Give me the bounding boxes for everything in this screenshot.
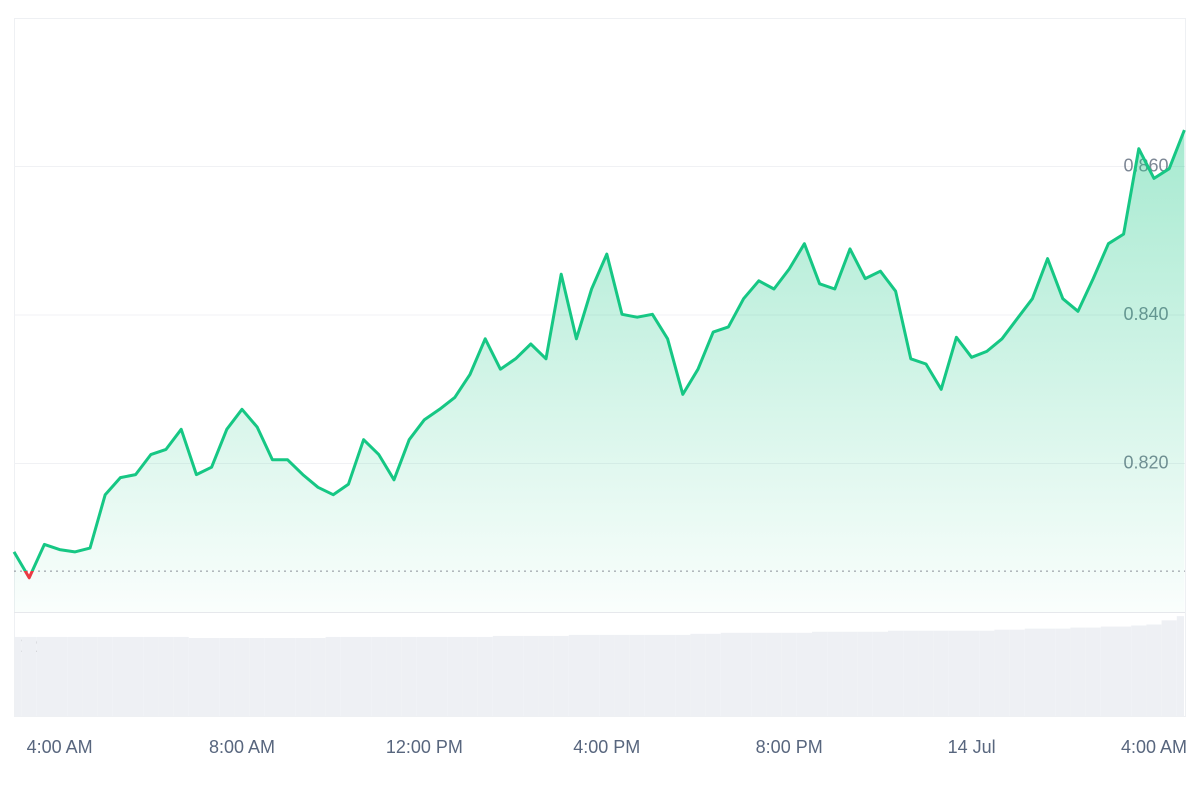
volume-bar — [82, 636, 98, 716]
volume-bar — [447, 636, 463, 716]
volume-bar — [462, 636, 478, 716]
volume-bar — [128, 636, 144, 716]
volume-bar — [1131, 625, 1147, 716]
volume-bar — [1085, 627, 1101, 716]
volume-bar — [538, 635, 554, 716]
volume-bar — [416, 636, 432, 716]
volume-bar — [751, 632, 767, 716]
volume-bar — [553, 635, 569, 716]
volume-bar — [933, 630, 949, 716]
volume-bar — [1116, 626, 1132, 716]
volume-bar — [964, 630, 980, 716]
volume-bar — [264, 638, 280, 716]
volume-bar — [720, 632, 736, 716]
x-tick-label: 8:00 AM — [209, 737, 275, 757]
volume-bar — [432, 636, 448, 716]
volume-bar — [188, 638, 204, 716]
volume-bar — [644, 634, 660, 716]
volume-bar — [766, 632, 782, 716]
volume-bar — [36, 636, 52, 716]
volume-bar — [1024, 628, 1040, 716]
volume-bar — [796, 632, 812, 716]
volume-bar — [219, 638, 235, 716]
volume-bar — [204, 638, 220, 716]
volume-bar — [1070, 627, 1086, 716]
volume-bar — [918, 630, 934, 716]
volume-bar — [1055, 628, 1071, 716]
volume-bar — [356, 636, 372, 716]
volume-bar — [599, 634, 615, 716]
price-area — [14, 130, 1185, 612]
volume-bar — [736, 632, 752, 716]
volume-bar — [1176, 616, 1184, 716]
volume-bar — [1040, 628, 1056, 716]
volume-bar — [568, 634, 584, 716]
volume-bar — [994, 629, 1010, 716]
volume-bar — [1100, 626, 1116, 716]
volume-bar — [280, 638, 296, 716]
volume-bar — [234, 638, 250, 716]
volume-bar — [1146, 624, 1162, 716]
volume-bar — [675, 634, 691, 716]
volume-bar — [827, 631, 843, 716]
x-tick-label: 14 Jul — [948, 737, 996, 757]
x-tick-label: 12:00 PM — [386, 737, 463, 757]
volume-bar — [508, 635, 524, 716]
volume-bar — [888, 630, 904, 716]
price-line — [12, 129, 1186, 580]
volume-bar — [386, 636, 402, 716]
volume-bar — [979, 630, 995, 716]
volume-bar — [948, 630, 964, 716]
x-tick-label: 8:00 PM — [756, 737, 823, 757]
volume-bar — [401, 636, 417, 716]
volume-bar — [173, 636, 189, 716]
volume-bar — [903, 630, 919, 716]
volume-bar — [781, 632, 797, 716]
volume-bar — [857, 631, 873, 716]
x-tick-label: 4:00 AM — [1121, 737, 1187, 757]
volume-bar — [660, 634, 676, 716]
volume-bar — [872, 631, 888, 716]
volume-bar — [1161, 620, 1177, 716]
volume-bar — [1009, 629, 1025, 716]
volume-bar — [812, 631, 828, 716]
x-tick-label: 4:00 AM — [27, 737, 93, 757]
volume-bar — [584, 634, 600, 716]
plot-frame — [14, 18, 1186, 717]
volume-bar — [842, 631, 858, 716]
volume-bar — [340, 636, 356, 716]
volume-bar — [15, 636, 22, 716]
volume-bar — [477, 636, 493, 716]
volume-bar — [143, 636, 159, 716]
volume-bar — [705, 633, 721, 716]
volume-bar — [629, 634, 645, 716]
volume-bar — [67, 636, 83, 716]
volume-bar — [325, 636, 341, 716]
volume-bar — [112, 636, 128, 716]
volume-bar — [492, 635, 508, 716]
volume-bar — [371, 636, 387, 716]
volume-bar — [21, 636, 37, 716]
volume-bar — [249, 638, 265, 716]
volume-bar — [158, 636, 174, 716]
volume-bar — [97, 636, 113, 716]
x-tick-label: 4:00 PM — [573, 737, 640, 757]
volume-bar — [690, 633, 706, 716]
volume-bar — [310, 638, 326, 716]
volume-bar — [295, 638, 311, 716]
volume-bar — [523, 635, 539, 716]
volume-bar — [614, 634, 630, 716]
volume-bar — [52, 636, 68, 716]
